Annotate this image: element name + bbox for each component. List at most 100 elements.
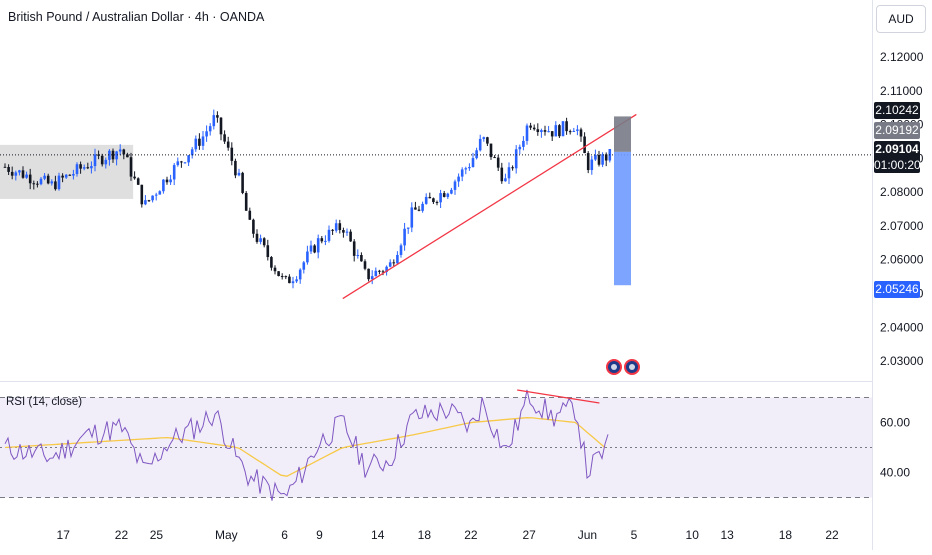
candle-body — [248, 210, 252, 220]
candle-body — [7, 166, 10, 172]
candle-body — [190, 149, 194, 156]
rsi-tick-label: 40.00 — [880, 466, 910, 480]
candle-body — [403, 228, 406, 246]
candle-body — [496, 157, 500, 168]
candle-body — [115, 151, 118, 160]
candle-body — [216, 115, 219, 118]
candle-body — [352, 241, 356, 256]
price-tick-label: 2.07000 — [880, 219, 924, 233]
candle-body — [432, 198, 435, 203]
time-tick-label: 18 — [779, 528, 793, 542]
candle-body — [144, 200, 147, 205]
candle-body — [64, 174, 68, 178]
candle-body — [133, 176, 136, 179]
candle-body — [10, 171, 14, 176]
time-tick-label: 13 — [720, 528, 734, 542]
candle-body — [108, 150, 111, 160]
candle-body — [525, 125, 529, 141]
candle-body — [212, 115, 216, 127]
candle-body — [453, 181, 457, 190]
candle-body — [309, 245, 313, 252]
time-tick-label: 10 — [686, 528, 700, 542]
time-tick-label: Jun — [578, 528, 597, 542]
candle-body — [201, 136, 205, 146]
target-price-tag: 2.05246 — [874, 281, 920, 298]
rsi-line — [4, 389, 609, 501]
candle-body — [302, 262, 306, 270]
candle-body — [597, 155, 601, 165]
candle-body — [594, 155, 597, 160]
candle-body — [111, 150, 115, 160]
candle-body — [331, 229, 334, 231]
candle-body — [338, 223, 342, 231]
candle-body — [558, 125, 561, 137]
candle-body — [345, 231, 349, 233]
candle-body — [93, 154, 97, 167]
candle-body — [572, 130, 576, 132]
candle-body — [273, 267, 277, 272]
candle-body — [61, 175, 64, 178]
candle-body — [342, 230, 345, 233]
candle-body — [288, 276, 291, 284]
candle-body — [500, 167, 504, 182]
candle-body — [421, 203, 424, 211]
candle-body — [147, 200, 151, 202]
candle-body — [277, 271, 280, 277]
candle-body — [540, 130, 543, 133]
australia-flag-icon[interactable] — [606, 359, 622, 375]
candle-body — [158, 191, 162, 195]
candle-body — [223, 134, 226, 142]
candle-body — [561, 121, 565, 137]
candle-body — [50, 181, 54, 184]
candle-body — [518, 146, 522, 150]
candle-body — [507, 167, 511, 179]
candle-body — [378, 270, 381, 272]
time-tick-label: 22 — [115, 528, 129, 542]
time-tick-label: 25 — [150, 528, 164, 542]
candle-body — [554, 125, 558, 137]
australia-flag-icon[interactable] — [624, 359, 640, 375]
candle-body — [298, 269, 302, 280]
candle-body — [151, 195, 154, 201]
candle-body — [39, 178, 43, 185]
candle-body — [162, 179, 165, 192]
candle-body — [532, 127, 536, 130]
candle-body — [75, 164, 79, 175]
candle-body — [54, 181, 57, 190]
candle-body — [180, 161, 183, 163]
candle-body — [90, 166, 93, 169]
candle-body — [295, 279, 298, 282]
candle-body — [104, 159, 108, 165]
candle-body — [565, 121, 568, 132]
rsi-tick-label: 60.00 — [880, 416, 910, 430]
candle-body — [270, 257, 273, 268]
candle-body — [226, 141, 230, 148]
candle-body — [234, 160, 237, 176]
time-tick-label: 6 — [281, 528, 288, 542]
candle-body — [334, 223, 338, 231]
candle-body — [25, 174, 28, 178]
candle-body — [140, 184, 144, 205]
candle-body — [68, 174, 72, 176]
candle-body — [32, 183, 36, 185]
candle-body — [129, 157, 133, 177]
candle-body — [568, 131, 572, 133]
candle-body — [514, 149, 518, 169]
candle-body — [493, 157, 496, 159]
candle-body — [439, 193, 442, 203]
candle-body — [244, 192, 248, 211]
candle-body — [183, 162, 187, 164]
candle-body — [118, 149, 122, 152]
bar-countdown: 01:00:20 — [874, 158, 921, 172]
candle-body — [126, 154, 129, 158]
candle-body — [219, 117, 223, 135]
candle-body — [28, 174, 32, 184]
candle-body — [586, 153, 590, 171]
price-tick-label: 2.11000 — [880, 84, 923, 98]
candle-body — [57, 175, 61, 190]
candle-body — [21, 170, 25, 178]
candle-body — [306, 251, 309, 263]
currency-button[interactable]: AUD — [876, 5, 926, 33]
